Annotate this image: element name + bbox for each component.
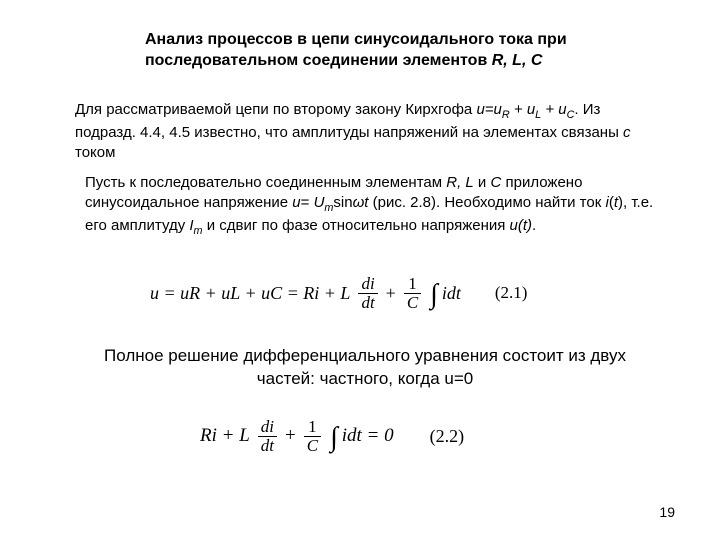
p2-a: Пусть к последовательно соединенным элем… <box>85 174 446 191</box>
p1-a: Для рассматриваемой цепи по второму зако… <box>75 101 476 118</box>
eq1-frac1-den: dt <box>358 293 377 312</box>
p2-g: = <box>301 194 314 211</box>
eq2-frac-2: 1 C <box>304 418 321 455</box>
eq1-plus: + <box>386 283 396 304</box>
eq1-number: (2.1) <box>495 283 528 303</box>
eq1-frac2-den: C <box>404 293 421 312</box>
eq2-a: Ri + L <box>200 425 250 447</box>
paragraph-3: Полное решение дифференциального уравнен… <box>100 345 630 391</box>
title-line-1: Анализ процессов в цепи синусоидального … <box>145 31 567 48</box>
eq1-lhs: u = uR + uL + uC = Ri + L <box>150 283 350 304</box>
p2-r: u(t) <box>505 217 532 234</box>
p2-b: R, L <box>446 174 474 191</box>
integral-icon: ∫ <box>330 422 338 454</box>
eq2-frac2-num: 1 <box>305 418 320 436</box>
paragraph-1: Для рассматриваемой цепи по второму зако… <box>75 100 665 163</box>
eq1-tail: idt <box>442 283 461 304</box>
page-number: 19 <box>659 504 675 520</box>
title-line-2a: последовательном соединении элементов <box>145 52 492 69</box>
p1-g: током <box>75 144 115 161</box>
p2-f: u <box>292 194 300 211</box>
p2-h: U <box>314 194 325 211</box>
page-title: Анализ процессов в цепи синусоидального … <box>145 30 615 72</box>
eq2-frac2-den: C <box>304 436 321 455</box>
p2-j: ωt <box>353 194 369 211</box>
integral-icon: ∫ <box>430 279 438 311</box>
p1-d: + u <box>541 101 566 118</box>
p3-text: Полное решение дифференциального уравнен… <box>104 346 626 388</box>
eq2-frac-1: di dt <box>258 418 277 455</box>
p2-q: и сдвиг по фазе относительно напряжения <box>203 217 506 234</box>
eq1-frac-1: di dt <box>358 275 377 312</box>
p1-b: u=u <box>476 101 501 118</box>
p2-d: C <box>490 174 501 191</box>
p1-f: с <box>623 124 631 141</box>
eq2-frac1-num: di <box>258 418 277 436</box>
title-line-2b: R, L, C <box>492 52 543 69</box>
eq1-frac1-num: di <box>358 275 377 293</box>
p2-sub2: m <box>194 225 203 237</box>
p2-k: (рис. 2.8). Необходимо найти ток <box>368 194 605 211</box>
eq2-number: (2.2) <box>430 426 465 447</box>
p1-sub1: R <box>502 109 510 121</box>
eq1-frac2-num: 1 <box>405 275 420 293</box>
p2-s: . <box>532 217 536 234</box>
p2-i: sin <box>333 194 352 211</box>
equation-1: u = uR + uL + uC = Ri + L di dt + 1 C ∫ … <box>150 275 527 312</box>
eq2-plus: + <box>285 425 296 447</box>
p1-c: + u <box>510 101 535 118</box>
equation-2: Ri + L di dt + 1 C ∫ idt = 0 (2.2) <box>200 418 464 455</box>
eq2-frac1-den: dt <box>258 436 277 455</box>
slide-page: Анализ процессов в цепи синусоидального … <box>0 0 720 540</box>
eq2-tail: idt = 0 <box>342 425 394 447</box>
p2-c: и <box>474 174 491 191</box>
paragraph-2: Пусть к последовательно соединенным элем… <box>85 173 665 238</box>
eq1-frac-2: 1 C <box>404 275 421 312</box>
